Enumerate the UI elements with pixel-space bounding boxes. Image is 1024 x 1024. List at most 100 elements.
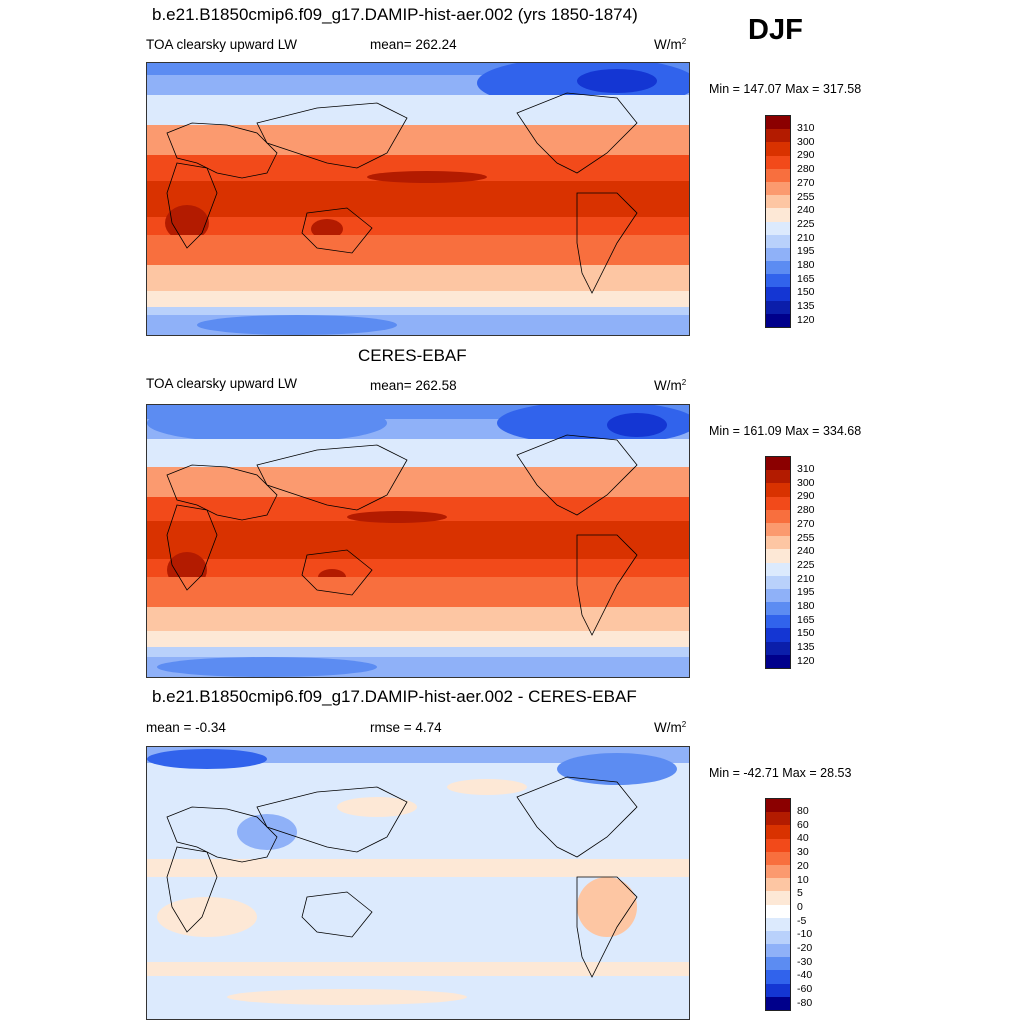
colorbar-tick: 10 xyxy=(797,873,809,886)
colorbar-swatch xyxy=(766,588,790,603)
colorbar-swatch xyxy=(766,195,790,209)
colorbar-tick: -40 xyxy=(797,969,813,982)
colorbar-swatch xyxy=(766,261,790,275)
panel1-mean-label: mean= 262.24 xyxy=(370,37,457,52)
colorbar-swatch xyxy=(766,142,790,156)
colorbar-tick: 135 xyxy=(797,300,815,313)
colorbar-tick: -60 xyxy=(797,983,813,996)
colorbar-tick: -5 xyxy=(797,914,807,927)
colorbar-tick: 40 xyxy=(797,832,809,845)
colorbar-swatch xyxy=(766,221,790,235)
panel3-map xyxy=(146,746,690,1020)
colorbar-swatch xyxy=(766,483,790,497)
panel2-map xyxy=(146,404,690,678)
colorbar-tick: 180 xyxy=(797,259,815,271)
colorbar-tick: 210 xyxy=(797,572,815,585)
colorbar-tick: 290 xyxy=(797,490,815,503)
colorbar-swatch xyxy=(766,509,790,523)
colorbar-swatch xyxy=(766,300,790,314)
colorbar-tick: 255 xyxy=(797,531,815,544)
colorbar-swatch xyxy=(766,864,790,879)
colorbar-tick: 135 xyxy=(797,641,815,654)
colorbar-swatch xyxy=(766,878,790,892)
panel3-mean-label: mean = -0.34 xyxy=(146,720,226,735)
colorbar-swatch xyxy=(766,825,790,839)
colorbar-tick: 310 xyxy=(797,463,815,475)
colorbar-swatch xyxy=(766,904,790,918)
panel1-map xyxy=(146,62,690,336)
colorbar-tick: 120 xyxy=(797,313,815,326)
colorbar-tick: 195 xyxy=(797,245,815,258)
colorbar-tick: 210 xyxy=(797,231,815,244)
colorbar-tick: 300 xyxy=(797,476,815,489)
colorbar-swatch xyxy=(766,536,790,550)
colorbar-tick: 80 xyxy=(797,805,809,817)
panel3-minmax: Min = -42.71 Max = 28.53 xyxy=(709,766,852,780)
colorbar-swatch xyxy=(766,522,790,537)
colorbar-swatch xyxy=(766,930,790,945)
colorbar-swatch xyxy=(766,812,790,826)
colorbar-swatch xyxy=(766,549,790,563)
colorbar-swatch xyxy=(766,181,790,196)
colorbar-swatch xyxy=(766,838,790,852)
colorbar-tick: 225 xyxy=(797,217,815,230)
panel2-variable-label: TOA clearsky upward LW xyxy=(146,376,298,391)
colorbar-tick: -80 xyxy=(797,996,813,1009)
colorbar-tick: 150 xyxy=(797,627,815,640)
colorbar-swatch xyxy=(766,129,790,143)
colorbar-swatch xyxy=(766,287,790,301)
panel2-mean-label: mean= 262.58 xyxy=(370,378,457,393)
colorbar-swatch xyxy=(766,313,790,327)
panel2-colorbar xyxy=(765,456,791,669)
colorbar-swatch xyxy=(766,970,790,984)
colorbar-tick: 0 xyxy=(797,900,803,913)
colorbar-tick: 5 xyxy=(797,887,803,900)
colorbar-tick: -30 xyxy=(797,955,813,968)
colorbar-tick: 255 xyxy=(797,190,815,203)
colorbar-swatch xyxy=(766,247,790,262)
colorbar-swatch xyxy=(766,155,790,169)
colorbar-swatch xyxy=(766,641,790,655)
panel1-units: W/m2 xyxy=(654,37,687,52)
colorbar-tick: 310 xyxy=(797,122,815,134)
colorbar-tick: 270 xyxy=(797,176,815,189)
panel1-title: b.e21.B1850cmip6.f09_g17.DAMIP-hist-aer.… xyxy=(152,5,638,24)
panel1-variable-label: TOA clearsky upward LW xyxy=(146,37,298,52)
colorbar-swatch xyxy=(766,799,790,813)
panel1-minmax: Min = 147.07 Max = 317.58 xyxy=(709,82,862,96)
colorbar-swatch xyxy=(766,562,790,576)
colorbar-tick: 225 xyxy=(797,558,815,571)
colorbar-swatch xyxy=(766,891,790,905)
panel1-colorbar xyxy=(765,115,791,328)
colorbar-tick: 20 xyxy=(797,859,809,872)
colorbar-tick: 150 xyxy=(797,286,815,299)
panel3-title: b.e21.B1850cmip6.f09_g17.DAMIP-hist-aer.… xyxy=(152,687,637,706)
colorbar-swatch xyxy=(766,168,790,182)
colorbar-swatch xyxy=(766,851,790,865)
colorbar-tick: 270 xyxy=(797,517,815,530)
colorbar-swatch xyxy=(766,116,790,130)
colorbar-tick: 165 xyxy=(797,272,815,285)
colorbar-swatch xyxy=(766,628,790,642)
colorbar-tick: 165 xyxy=(797,613,815,626)
colorbar-tick: 290 xyxy=(797,149,815,162)
colorbar-tick: 30 xyxy=(797,846,809,859)
colorbar-tick: -10 xyxy=(797,928,813,941)
colorbar-swatch xyxy=(766,983,790,997)
colorbar-tick: 120 xyxy=(797,654,815,667)
panel3-units: W/m2 xyxy=(654,720,687,735)
colorbar-swatch xyxy=(766,470,790,484)
panel3-rmse-label: rmse = 4.74 xyxy=(370,720,442,735)
colorbar-swatch xyxy=(766,615,790,629)
colorbar-swatch xyxy=(766,654,790,668)
colorbar-swatch xyxy=(766,917,790,931)
colorbar-swatch xyxy=(766,602,790,616)
colorbar-tick: 240 xyxy=(797,204,815,217)
panel2-minmax: Min = 161.09 Max = 334.68 xyxy=(709,424,862,438)
colorbar-swatch xyxy=(766,457,790,471)
panel2-title: CERES-EBAF xyxy=(358,346,467,365)
season-label: DJF xyxy=(748,14,803,46)
colorbar-swatch xyxy=(766,234,790,248)
colorbar-tick: 280 xyxy=(797,504,815,517)
colorbar-swatch xyxy=(766,208,790,222)
